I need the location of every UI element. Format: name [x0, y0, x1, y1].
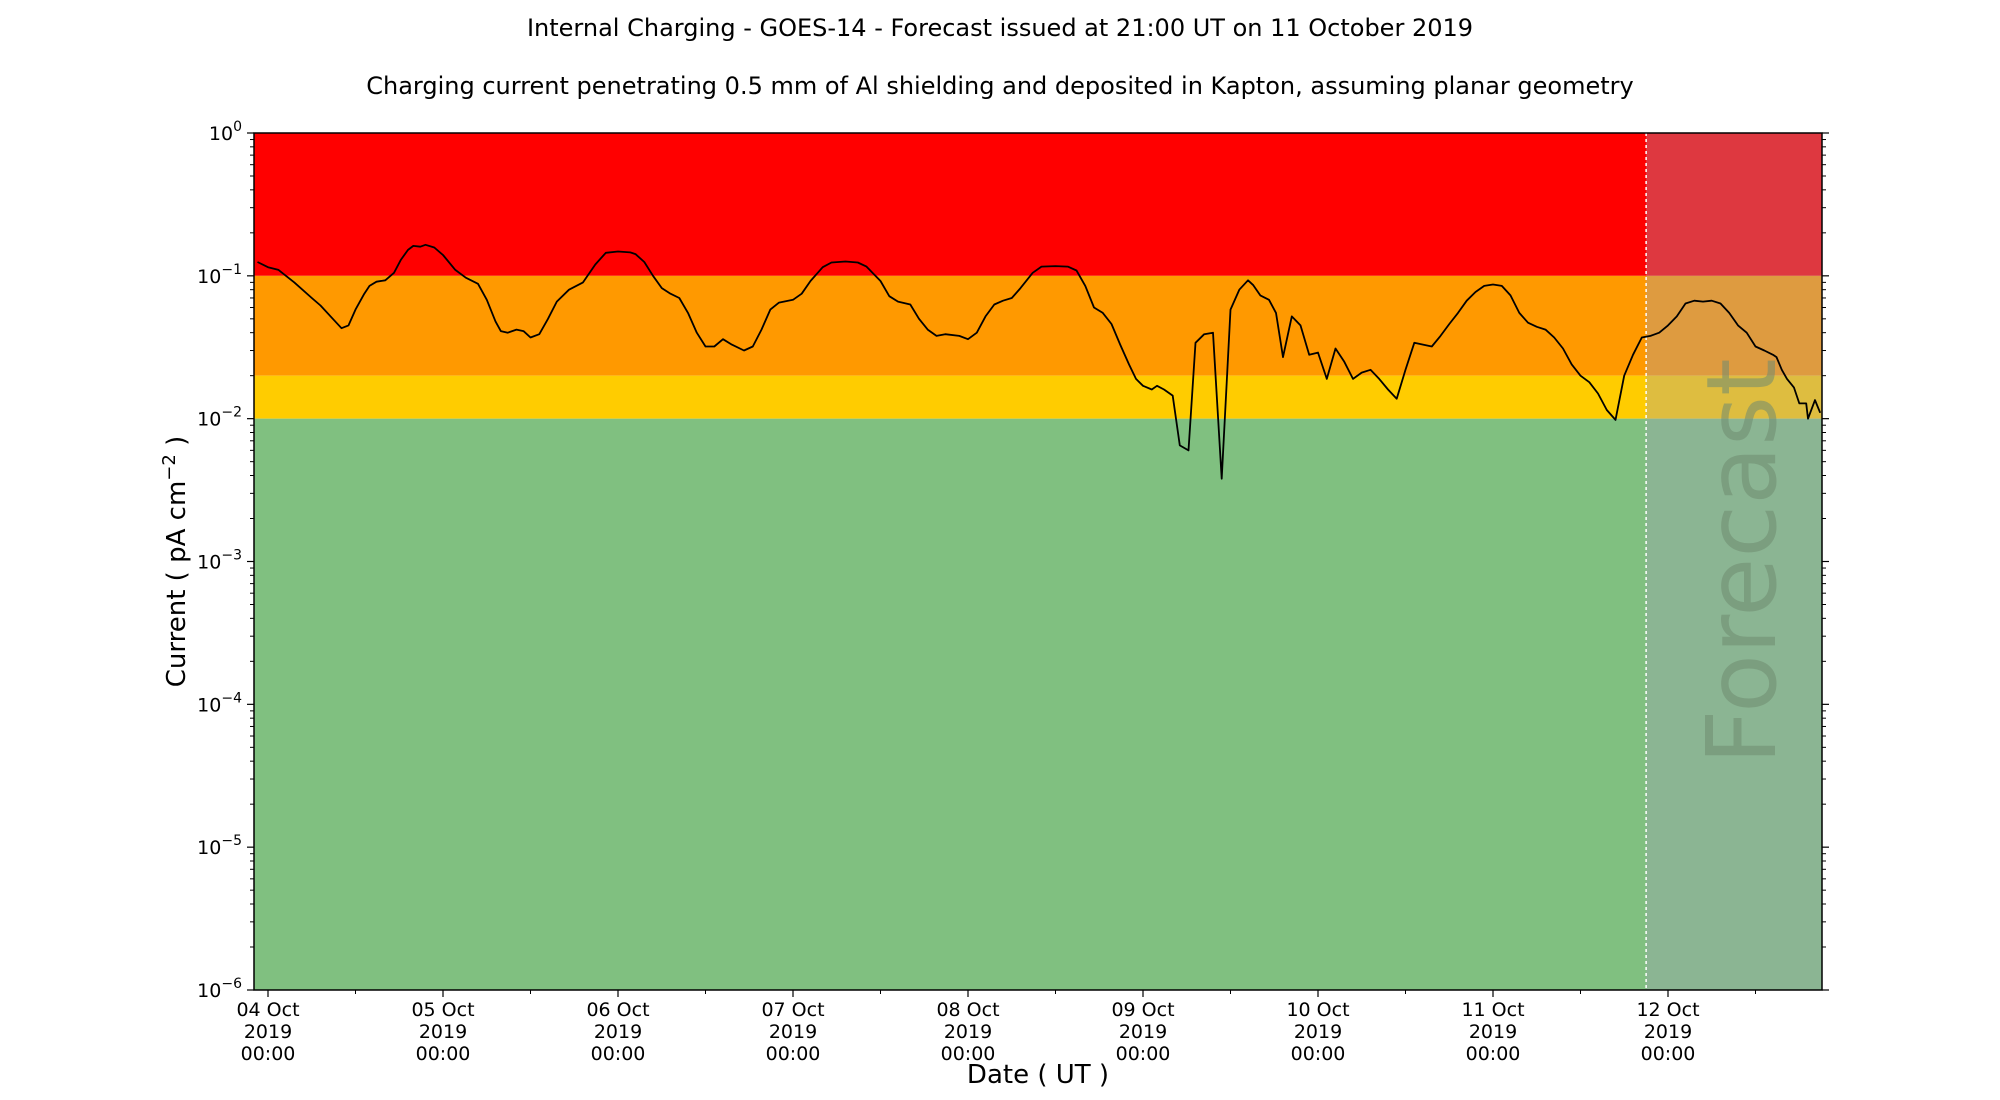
- x-tick-label-6-1: 10 Oct: [1286, 999, 1349, 1021]
- y-axis: 100 10−1 10−2 10−3 10−4 10−5 10−6: [197, 119, 1829, 1002]
- x-tick-label-4-2: 2019: [944, 1021, 992, 1043]
- x-axis-label: Date ( UT ): [967, 1060, 1109, 1090]
- x-tick-label-4-3: 00:00: [941, 1043, 996, 1065]
- risk-band-1: [254, 275, 1822, 376]
- y-tick-label-2: 10−2: [197, 405, 242, 431]
- x-tick-label-0-2: 2019: [244, 1021, 292, 1043]
- x-tick-label-7-1: 11 Oct: [1461, 999, 1524, 1021]
- x-tick-label-2-1: 06 Oct: [586, 999, 649, 1021]
- x-tick-label-5-3: 00:00: [1116, 1043, 1171, 1065]
- y-axis-label: Current ( pA cm−2 ): [159, 436, 192, 687]
- forecast-label: Forecast: [1686, 358, 1798, 764]
- x-tick-label-1-2: 2019: [419, 1021, 467, 1043]
- x-tick-label-8-2: 2019: [1644, 1021, 1692, 1043]
- x-tick-label-1-1: 05 Oct: [411, 999, 474, 1021]
- x-tick-label-3-2: 2019: [769, 1021, 817, 1043]
- risk-bands: [254, 133, 1822, 991]
- risk-band-3: [254, 418, 1822, 991]
- x-tick-label-8-1: 12 Oct: [1636, 999, 1699, 1021]
- x-tick-label-3-1: 07 Oct: [761, 999, 824, 1021]
- risk-band-2: [254, 375, 1822, 419]
- forecast-overlay: [1646, 133, 1822, 990]
- x-tick-label-2-2: 2019: [594, 1021, 642, 1043]
- y-tick-label-3: 10−3: [197, 548, 242, 574]
- forecast-region: Forecast: [1645, 133, 1822, 990]
- series-line-0: [257, 243, 1822, 480]
- x-tick-label-7-3: 00:00: [1466, 1043, 1521, 1065]
- x-tick-label-8-3: 00:00: [1641, 1043, 1696, 1065]
- x-tick-label-1-3: 00:00: [416, 1043, 471, 1065]
- x-tick-label-4-1: 08 Oct: [936, 999, 999, 1021]
- risk-band-0: [254, 133, 1822, 276]
- x-tick-label-3-3: 00:00: [766, 1043, 821, 1065]
- y-tick-label-5: 10−5: [197, 833, 242, 859]
- y-tick-label-1: 10−1: [197, 262, 242, 288]
- x-tick-label-5-1: 09 Oct: [1111, 999, 1174, 1021]
- y-tick-label-4: 10−4: [197, 690, 242, 716]
- x-tick-label-6-2: 2019: [1294, 1021, 1342, 1043]
- x-tick-label-0-3: 00:00: [241, 1043, 296, 1065]
- y-tick-label-6: 10−6: [197, 976, 242, 1002]
- x-tick-label-2-3: 00:00: [591, 1043, 646, 1065]
- x-tick-label-5-2: 2019: [1119, 1021, 1167, 1043]
- y-tick-label-0: 100: [209, 119, 242, 145]
- chart-title: Internal Charging - GOES-14 - Forecast i…: [526, 14, 1474, 42]
- x-tick-label-7-2: 2019: [1469, 1021, 1517, 1043]
- series-group: [257, 243, 1822, 480]
- x-tick-label-6-3: 00:00: [1291, 1043, 1346, 1065]
- chart-subtitle: Charging current penetrating 0.5 mm of A…: [366, 72, 1634, 100]
- x-tick-label-0-1: 04 Oct: [236, 999, 299, 1021]
